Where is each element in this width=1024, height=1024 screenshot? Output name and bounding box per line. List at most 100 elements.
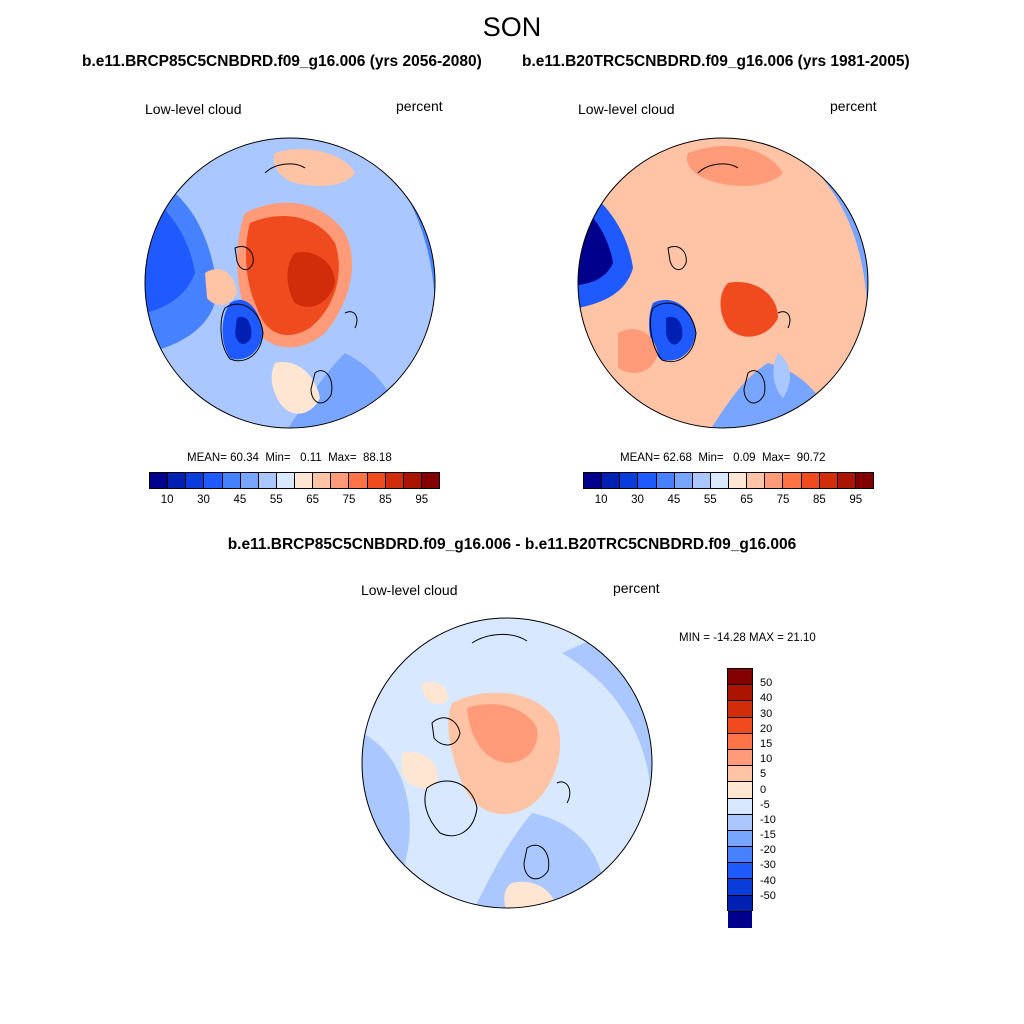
panel-2-colorbar-swatch <box>674 473 693 488</box>
diff-colorbar-swatch <box>728 733 752 750</box>
diff-colorbar-tick-label: -15 <box>760 829 776 842</box>
diff-panel-units-label: percent <box>613 580 660 596</box>
panel-1-mean-label: MEAN= <box>187 452 227 464</box>
panel-1-min-value: 0.11 <box>300 452 322 464</box>
panel-1-max-label: Max= <box>328 452 357 464</box>
panel-2-colorbar-tick-label: 30 <box>631 494 644 506</box>
diff-colorbar-swatch <box>728 717 752 734</box>
panel-1-colorbar <box>149 472 440 489</box>
diff-colorbar-tick-label: -40 <box>760 874 776 887</box>
panel-1-units-label: percent <box>396 98 443 114</box>
panel-2-colorbar-swatch <box>819 473 838 488</box>
diff-colorbar-tick-label: -20 <box>760 844 776 857</box>
panel-2-stats: MEAN= 62.68 Min= 0.09 Max= 90.72 <box>620 452 826 464</box>
diff-panel-title: b.e11.BRCP85C5CNBDRD.f09_g16.006 - b.e11… <box>227 536 797 553</box>
panel-2-colorbar-swatch <box>765 473 784 488</box>
panel-2-colorbar-swatch <box>747 473 766 488</box>
panel-2-variable-label: Low-level cloud <box>578 101 675 117</box>
diff-colorbar-swatch <box>728 749 752 767</box>
panel-1-colorbar-swatch <box>385 473 404 488</box>
diff-colorbar-swatch <box>728 830 752 848</box>
panel-1-mean-value: 60.34 <box>230 452 259 464</box>
panel-2-colorbar-tick-label: 45 <box>667 494 681 506</box>
panel-1-colorbar-swatch <box>295 473 314 488</box>
panel-2-colorbar-swatch <box>584 473 603 488</box>
diff-colorbar-tick-label: -5 <box>760 798 770 811</box>
panel-2-colorbar-tick-label: 85 <box>813 494 826 506</box>
diff-colorbar-tick-label: 5 <box>760 768 767 781</box>
panel-1-colorbar-labels: 10 30 45 55 65 75 85 95 <box>149 494 440 510</box>
diff-colorbar-swatch <box>728 814 752 831</box>
panel-1-polar-map <box>144 137 436 429</box>
panel-1-colorbar-tick-label: 85 <box>379 494 392 506</box>
panel-1-colorbar-swatch <box>276 473 295 488</box>
diff-colorbar-tick-label: -30 <box>760 859 776 872</box>
diff-colorbar-tick-label: 30 <box>760 707 773 720</box>
diff-colorbar-tick-label: -10 <box>760 813 776 826</box>
panel-2-colorbar-swatch <box>855 473 873 488</box>
diff-colorbar-swatch <box>728 798 752 815</box>
panel-2-colorbar-tick-label: 55 <box>703 494 717 506</box>
diff-colorbar-tick-label: 40 <box>760 692 773 705</box>
panel-2-colorbar-tick-label: 10 <box>594 494 608 506</box>
panel-1-colorbar-swatch <box>313 473 332 488</box>
panel-2-colorbar-swatch <box>801 473 820 488</box>
panel-1-colorbar-tick-label: 10 <box>160 494 174 506</box>
diff-colorbar <box>727 668 753 928</box>
panel-2-colorbar <box>583 472 874 489</box>
panel-1-colorbar-swatch <box>204 473 223 488</box>
diff-colorbar-tick-label: 50 <box>760 677 773 690</box>
diff-colorbar-swatch <box>728 701 752 718</box>
panel-1-colorbar-tick-label: 75 <box>342 494 356 506</box>
panel-2-max-label: Max= <box>761 452 791 464</box>
diff-colorbar-swatch <box>728 911 752 928</box>
panel-2-polar-map <box>577 137 869 429</box>
panel-1-colorbar-swatch <box>240 473 259 488</box>
panel-1-colorbar-swatch <box>150 473 169 488</box>
diff-colorbar-swatch <box>728 685 752 702</box>
panel-1-colorbar-swatch <box>222 473 241 488</box>
panel-1-colorbar-swatch <box>331 473 350 488</box>
diff-colorbar-labels: 50 40 30 20 15 10 5 0 -5 -10 -15 -20 -30 -40 -50 <box>0 0 776 902</box>
panel-1-colorbar-tick-label: 65 <box>306 494 320 506</box>
diff-colorbar-tick-label: 0 <box>760 783 767 796</box>
diff-polar-map <box>361 617 653 909</box>
panel-1-colorbar-swatch <box>168 473 187 488</box>
panel-1-colorbar-swatch <box>186 473 205 488</box>
panel-2-colorbar-swatch <box>837 473 856 488</box>
diff-colorbar-swatch <box>728 895 752 912</box>
diff-colorbar-swatch <box>728 669 752 686</box>
panel-1-max-value: 88.18 <box>362 452 392 464</box>
panel-2-units-label: percent <box>830 98 877 114</box>
diff-colorbar-tick-label: 10 <box>760 753 773 766</box>
panel-2-colorbar-swatch <box>729 473 748 488</box>
panel-1-run-title: b.e11.BRCP85C5CNBDRD.f09_g16.006 (yrs 20… <box>82 53 482 70</box>
panel-2-min-value: 0.09 <box>733 452 756 464</box>
panel-1-colorbar-tick-label: 30 <box>197 494 210 506</box>
panel-1-colorbar-tick-label: 45 <box>233 494 247 506</box>
diff-colorbar-swatch <box>728 863 752 880</box>
panel-2-colorbar-swatch <box>692 473 711 488</box>
panel-1-colorbar-swatch <box>349 473 368 488</box>
panel-2-run-title: b.e11.B20TRC5CNBDRD.f09_g16.006 (yrs 198… <box>522 53 910 70</box>
panel-2-colorbar-swatch <box>710 473 729 488</box>
panel-2-colorbar-tick-label: 75 <box>776 494 790 506</box>
panel-1-colorbar-tick-label: 55 <box>269 494 283 506</box>
figure-title: SON <box>482 12 542 42</box>
panel-1-colorbar-swatch <box>258 473 277 488</box>
panel-1-stats: MEAN= 60.34 Min= 0.11 Max= 88.18 <box>187 452 392 464</box>
diff-panel-variable-label: Low-level cloud <box>361 582 458 598</box>
panel-2-min-label: Min= <box>698 452 724 464</box>
diff-colorbar-tick-label: 20 <box>760 722 773 735</box>
panel-2-colorbar-swatch <box>620 473 639 488</box>
panel-2-mean-label: MEAN= <box>620 452 660 464</box>
diff-panel-minmax: MIN = -14.28 MAX = 21.10 <box>679 632 816 644</box>
panel-2-colorbar-swatch <box>783 473 802 488</box>
panel-2-colorbar-labels: 10 30 45 55 65 75 85 95 <box>583 494 874 510</box>
diff-colorbar-swatch <box>728 766 752 783</box>
panel-1-colorbar-tick-label: 95 <box>415 494 429 506</box>
panel-2-colorbar-swatch <box>602 473 621 488</box>
panel-1-colorbar-swatch <box>403 473 422 488</box>
diff-colorbar-tick-label: -50 <box>760 889 776 902</box>
diff-colorbar-swatch <box>728 879 752 896</box>
